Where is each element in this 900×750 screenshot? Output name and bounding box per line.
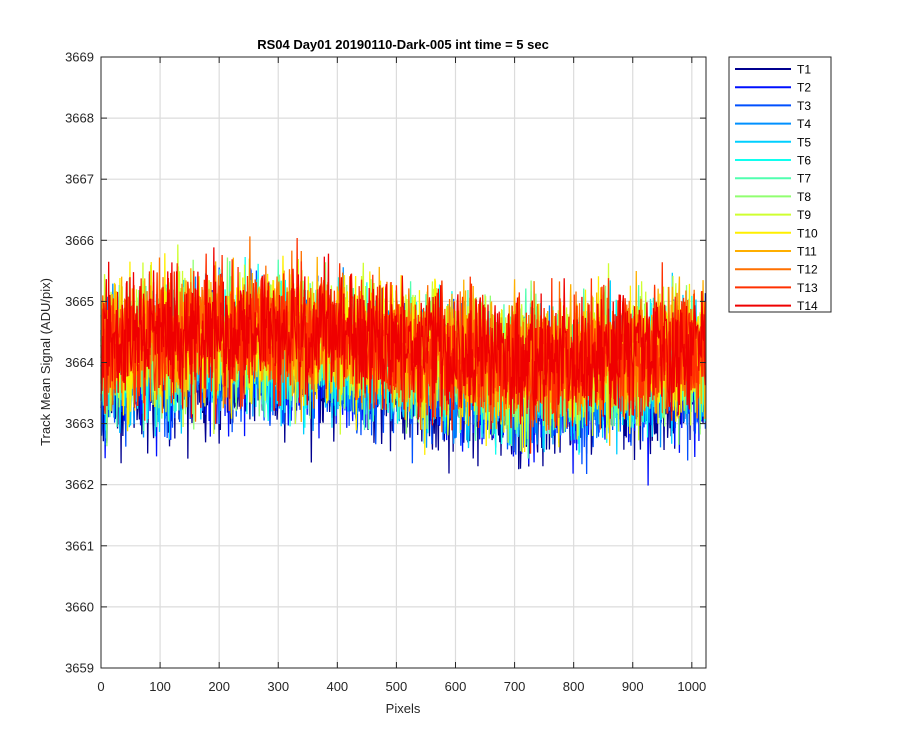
y-tick-label: 3666 xyxy=(65,233,94,248)
legend-item: T8 xyxy=(735,190,811,204)
legend-item: T2 xyxy=(735,81,811,95)
legend-item: T11 xyxy=(735,245,817,259)
legend-label: T4 xyxy=(797,117,811,131)
legend-item: T7 xyxy=(735,172,811,186)
y-tick-label: 3661 xyxy=(65,538,94,553)
legend-label: T13 xyxy=(797,281,818,295)
legend-item: T1 xyxy=(735,63,811,77)
legend-item: T4 xyxy=(735,117,811,131)
x-tick-label: 100 xyxy=(149,679,171,694)
y-tick-label: 3668 xyxy=(65,111,94,126)
x-tick-label: 0 xyxy=(97,679,104,694)
series-lines xyxy=(100,236,707,486)
x-tick-label: 800 xyxy=(563,679,585,694)
x-axis-label: Pixels xyxy=(386,701,421,716)
legend-label: T1 xyxy=(797,63,811,77)
y-tick-label: 3663 xyxy=(65,416,94,431)
legend-label: T7 xyxy=(797,172,811,186)
legend-label: T12 xyxy=(797,263,818,277)
x-tick-label: 600 xyxy=(445,679,467,694)
legend-label: T6 xyxy=(797,154,811,168)
x-tick-label: 500 xyxy=(386,679,408,694)
legend-item: T9 xyxy=(735,208,811,222)
y-tick-label: 3664 xyxy=(65,355,94,370)
chart-title: RS04 Day01 20190110-Dark-005 int time = … xyxy=(257,37,549,52)
legend-item: T3 xyxy=(735,99,811,113)
x-tick-label: 400 xyxy=(326,679,348,694)
legend-item: T12 xyxy=(735,263,818,277)
legend-label: T10 xyxy=(797,226,818,240)
axis-ticks: 0 100 200 300 400 500 600 700 800 900 1000 3659 3660… xyxy=(65,50,706,695)
legend-label: T8 xyxy=(797,190,811,204)
legend-item: T5 xyxy=(735,135,811,149)
x-tick-label: 300 xyxy=(267,679,289,694)
legend-item: T10 xyxy=(735,226,818,240)
series-line-t14 xyxy=(100,247,707,429)
legend-items: T1 T2 T3 T4 T5 T6 T7 T8 T9 T10 T11 T12 T13 T14 xyxy=(735,63,818,313)
y-tick-label: 3662 xyxy=(65,477,94,492)
legend-label: T11 xyxy=(797,245,817,259)
y-tick-label: 3669 xyxy=(65,50,94,65)
y-tick-label: 3659 xyxy=(65,661,94,676)
legend-label: T14 xyxy=(797,299,818,313)
y-tick-label: 3660 xyxy=(65,599,94,614)
y-axis-label: Track Mean Signal (ADU/pix) xyxy=(38,278,53,446)
x-tick-label: 1000 xyxy=(677,679,706,694)
legend: T1 T2 T3 T4 T5 T6 T7 T8 T9 T10 T11 T12 T13 T14 xyxy=(728,56,832,313)
plot-area: 0 100 200 300 400 500 600 700 800 900 1000 3659 3660… xyxy=(65,50,707,695)
legend-label: T2 xyxy=(797,81,811,95)
x-tick-label: 700 xyxy=(504,679,526,694)
y-tick-label: 3667 xyxy=(65,172,94,187)
legend-item: T13 xyxy=(735,281,818,295)
x-tick-label: 900 xyxy=(622,679,644,694)
x-tick-label: 200 xyxy=(208,679,230,694)
y-tick-label: 3665 xyxy=(65,294,94,309)
legend-label: T9 xyxy=(797,208,811,222)
legend-item: T14 xyxy=(735,299,818,313)
legend-label: T3 xyxy=(797,99,811,113)
legend-item: T6 xyxy=(735,154,811,168)
legend-label: T5 xyxy=(797,135,811,149)
